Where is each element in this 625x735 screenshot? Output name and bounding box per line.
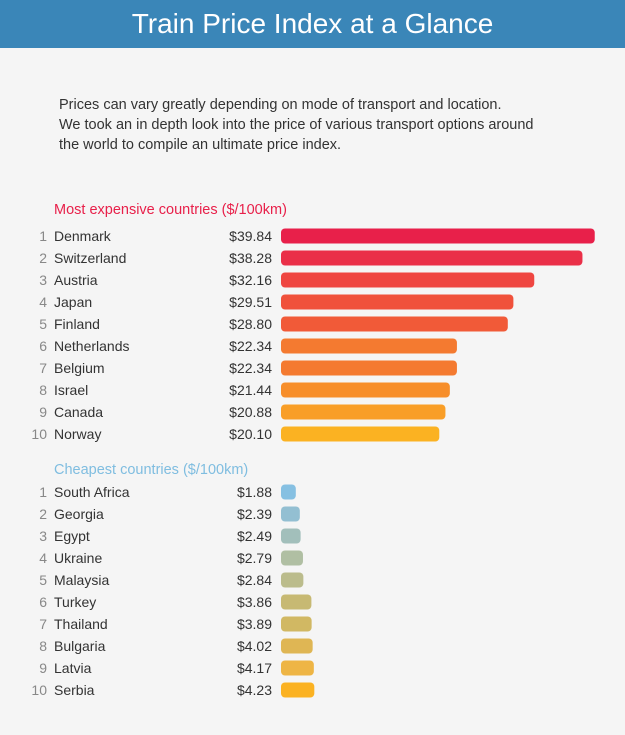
cheap-rank-label: 9 xyxy=(39,660,47,676)
cheap-country-label: Latvia xyxy=(54,660,92,676)
expensive-bar xyxy=(281,405,445,420)
expensive-rank-label: 4 xyxy=(39,294,47,310)
expensive-rank-label: 8 xyxy=(39,382,47,398)
expensive-bar xyxy=(281,317,508,332)
cheap-rank-label: 6 xyxy=(39,594,47,610)
cheap-bar xyxy=(281,639,313,654)
cheap-price-label: $4.17 xyxy=(237,660,272,676)
cheap-bar xyxy=(281,683,314,698)
expensive-price-label: $22.34 xyxy=(229,360,272,376)
cheap-country-label: Turkey xyxy=(54,594,96,610)
cheap-country-label: Serbia xyxy=(54,682,95,698)
expensive-bar xyxy=(281,273,534,288)
cheap-price-label: $2.49 xyxy=(237,528,272,544)
cheap-rank-label: 1 xyxy=(39,484,47,500)
cheap-bar xyxy=(281,529,301,544)
expensive-bar xyxy=(281,427,439,442)
cheap-rank-label: 8 xyxy=(39,638,47,654)
cheap-bar xyxy=(281,661,314,676)
cheap-price-label: $2.39 xyxy=(237,506,272,522)
expensive-country-label: Denmark xyxy=(54,228,112,244)
cheap-country-label: Georgia xyxy=(54,506,104,522)
cheap-price-label: $3.86 xyxy=(237,594,272,610)
expensive-country-label: Norway xyxy=(54,426,101,442)
expensive-price-label: $29.51 xyxy=(229,294,272,310)
cheap-rank-label: 7 xyxy=(39,616,47,632)
cheap-price-label: $1.88 xyxy=(237,484,272,500)
cheap-country-label: Malaysia xyxy=(54,572,109,588)
expensive-bar xyxy=(281,361,457,376)
expensive-country-label: Israel xyxy=(54,382,88,398)
expensive-country-label: Switzerland xyxy=(54,250,126,266)
cheap-country-label: Egypt xyxy=(54,528,90,544)
expensive-bar xyxy=(281,229,595,244)
cheap-country-label: Ukraine xyxy=(54,550,102,566)
expensive-rank-label: 3 xyxy=(39,272,47,288)
cheap-rank-label: 3 xyxy=(39,528,47,544)
cheap-bar xyxy=(281,617,312,632)
expensive-price-label: $22.34 xyxy=(229,338,272,354)
cheap-bar xyxy=(281,595,311,610)
cheap-price-label: $2.84 xyxy=(237,572,272,588)
cheap-country-label: South Africa xyxy=(54,484,130,500)
expensive-rank-label: 7 xyxy=(39,360,47,376)
cheap-bar xyxy=(281,551,303,566)
cheap-price-label: $2.79 xyxy=(237,550,272,566)
cheap-price-label: $3.89 xyxy=(237,616,272,632)
expensive-rank-label: 5 xyxy=(39,316,47,332)
expensive-rank-label: 6 xyxy=(39,338,47,354)
expensive-rank-label: 10 xyxy=(31,426,47,442)
expensive-price-label: $21.44 xyxy=(229,382,272,398)
expensive-price-label: $20.88 xyxy=(229,404,272,420)
price-bar-charts: 1 Denmark $39.84 2 Switzerland $38.28 3 Austria… xyxy=(0,0,625,735)
expensive-country-label: Canada xyxy=(54,404,103,420)
cheap-bar xyxy=(281,485,296,500)
expensive-bar xyxy=(281,339,457,354)
expensive-bar xyxy=(281,383,450,398)
expensive-price-label: $20.10 xyxy=(229,426,272,442)
expensive-country-label: Japan xyxy=(54,294,92,310)
cheap-rank-label: 5 xyxy=(39,572,47,588)
cheap-bar xyxy=(281,507,300,522)
cheap-country-label: Bulgaria xyxy=(54,638,106,654)
cheap-price-label: $4.23 xyxy=(237,682,272,698)
cheap-country-label: Thailand xyxy=(54,616,108,632)
expensive-price-label: $38.28 xyxy=(229,250,272,266)
expensive-country-label: Belgium xyxy=(54,360,105,376)
expensive-country-label: Netherlands xyxy=(54,338,130,354)
cheap-bar xyxy=(281,573,303,588)
expensive-bar xyxy=(281,295,513,310)
expensive-bar xyxy=(281,251,582,266)
cheap-rank-label: 10 xyxy=(31,682,47,698)
cheap-price-label: $4.02 xyxy=(237,638,272,654)
expensive-price-label: $32.16 xyxy=(229,272,272,288)
expensive-rank-label: 1 xyxy=(39,228,47,244)
cheap-rank-label: 4 xyxy=(39,550,47,566)
expensive-price-label: $28.80 xyxy=(229,316,272,332)
expensive-price-label: $39.84 xyxy=(229,228,272,244)
expensive-rank-label: 2 xyxy=(39,250,47,266)
expensive-country-label: Austria xyxy=(54,272,98,288)
cheap-rank-label: 2 xyxy=(39,506,47,522)
expensive-rank-label: 9 xyxy=(39,404,47,420)
expensive-country-label: Finland xyxy=(54,316,100,332)
